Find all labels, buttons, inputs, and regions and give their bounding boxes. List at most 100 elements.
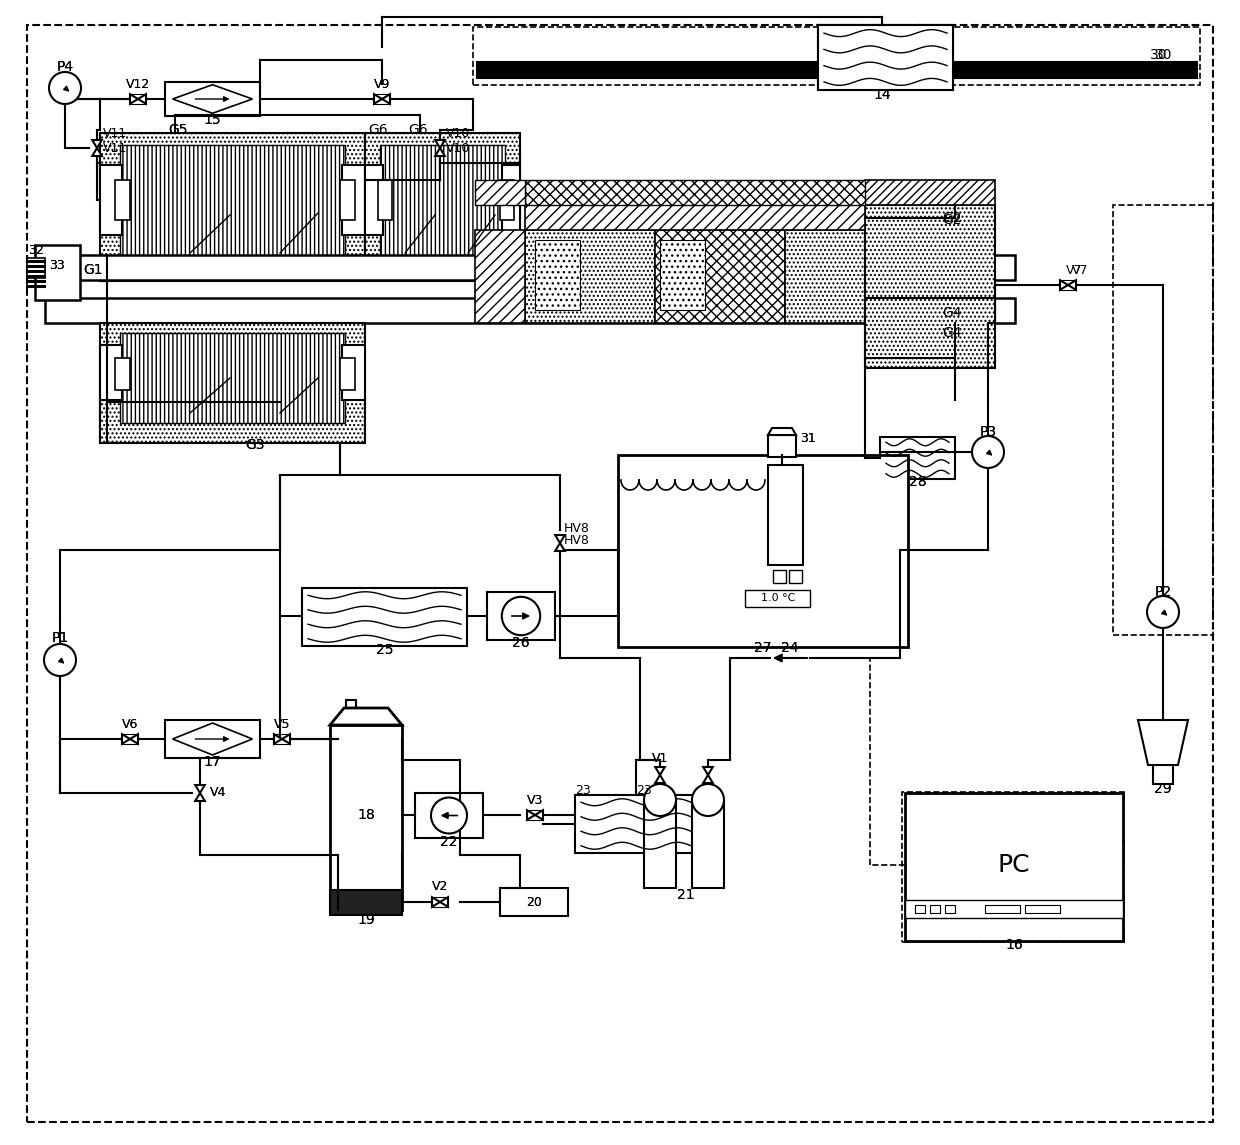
Text: V11: V11 — [103, 126, 128, 140]
Text: 18: 18 — [357, 808, 374, 822]
Bar — [785, 230, 866, 323]
Text: P3: P3 — [980, 425, 997, 439]
Text: P2: P2 — [1154, 585, 1172, 599]
Polygon shape — [130, 94, 138, 104]
Text: 19: 19 — [357, 913, 374, 927]
Bar — [773, 570, 786, 583]
Text: 28: 28 — [909, 475, 926, 489]
Bar — [1114, 205, 1213, 635]
Bar — [340, 358, 355, 390]
Polygon shape — [1068, 281, 1076, 290]
Polygon shape — [374, 94, 382, 104]
Bar — [525, 180, 866, 205]
Text: 27: 27 — [754, 641, 771, 655]
Bar — [500, 889, 568, 916]
Bar — [818, 25, 954, 90]
Bar — [985, 905, 1021, 913]
Text: 17: 17 — [203, 755, 221, 769]
Text: 29: 29 — [1154, 782, 1172, 796]
Text: 18: 18 — [357, 808, 374, 822]
Text: G1: G1 — [83, 263, 103, 277]
Bar — [525, 230, 655, 323]
Bar — [866, 298, 994, 368]
Text: V4: V4 — [210, 787, 226, 799]
Bar — [115, 358, 130, 390]
Polygon shape — [130, 734, 138, 744]
Bar — [1153, 763, 1173, 784]
Text: 33: 33 — [50, 259, 64, 271]
Text: V10: V10 — [446, 126, 470, 140]
Polygon shape — [138, 94, 146, 104]
Polygon shape — [435, 140, 445, 148]
Polygon shape — [92, 140, 102, 148]
Text: 32: 32 — [29, 244, 43, 256]
Bar — [525, 205, 866, 230]
Text: G4: G4 — [942, 326, 962, 340]
Text: 25: 25 — [376, 643, 394, 657]
Bar — [45, 255, 1016, 281]
Text: P2: P2 — [1154, 585, 1172, 599]
Text: V5: V5 — [274, 718, 290, 731]
Text: G6: G6 — [368, 123, 388, 137]
Polygon shape — [195, 793, 205, 801]
Bar — [35, 245, 81, 300]
Bar — [768, 435, 796, 457]
Bar — [165, 720, 260, 758]
Polygon shape — [122, 734, 130, 744]
Circle shape — [972, 436, 1004, 468]
Polygon shape — [534, 811, 543, 820]
Bar — [330, 890, 402, 915]
Text: P4: P4 — [57, 60, 73, 74]
Text: G5: G5 — [169, 123, 187, 137]
Text: V10: V10 — [446, 142, 470, 155]
Text: V1: V1 — [652, 751, 668, 765]
Text: V3: V3 — [527, 793, 543, 806]
Bar — [866, 180, 994, 205]
Polygon shape — [768, 428, 796, 435]
Text: V2: V2 — [432, 881, 448, 893]
Polygon shape — [432, 898, 440, 907]
Text: G2: G2 — [942, 211, 962, 226]
Bar — [303, 589, 467, 646]
Text: 20: 20 — [526, 895, 542, 908]
Text: V6: V6 — [122, 718, 138, 731]
Circle shape — [1147, 597, 1179, 627]
Bar — [365, 165, 383, 235]
Bar — [115, 180, 130, 220]
Bar — [768, 465, 804, 564]
Polygon shape — [556, 535, 564, 543]
Bar — [120, 145, 345, 263]
Text: 21: 21 — [677, 889, 694, 902]
Text: 31: 31 — [800, 432, 816, 444]
Text: 30: 30 — [1154, 48, 1173, 62]
Text: 23: 23 — [636, 783, 652, 797]
Bar — [502, 165, 520, 235]
Text: G1: G1 — [83, 263, 103, 277]
Bar — [866, 230, 930, 323]
Text: 20: 20 — [526, 895, 542, 908]
Text: 21: 21 — [677, 889, 694, 902]
Bar — [945, 905, 955, 913]
Text: 22: 22 — [440, 835, 458, 848]
Bar — [340, 180, 355, 220]
Text: V6: V6 — [122, 718, 138, 731]
Text: 23: 23 — [575, 783, 590, 797]
Bar — [165, 82, 260, 116]
Polygon shape — [435, 148, 445, 156]
Text: V7: V7 — [1065, 263, 1083, 276]
Text: 22: 22 — [440, 835, 458, 848]
Bar — [475, 230, 525, 323]
Text: P3: P3 — [980, 425, 997, 439]
Text: 17: 17 — [203, 755, 221, 769]
Text: 33: 33 — [50, 259, 64, 271]
Text: HV8: HV8 — [564, 521, 590, 535]
Text: G4: G4 — [942, 306, 962, 319]
Bar — [27, 258, 45, 278]
Text: 28: 28 — [909, 475, 926, 489]
Bar — [342, 345, 365, 400]
Text: V5: V5 — [274, 718, 290, 731]
Bar — [930, 905, 940, 913]
Text: V9: V9 — [373, 78, 391, 90]
Polygon shape — [440, 898, 448, 907]
Bar — [656, 784, 663, 800]
